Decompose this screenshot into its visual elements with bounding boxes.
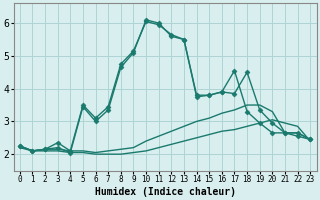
X-axis label: Humidex (Indice chaleur): Humidex (Indice chaleur) [94, 186, 236, 197]
